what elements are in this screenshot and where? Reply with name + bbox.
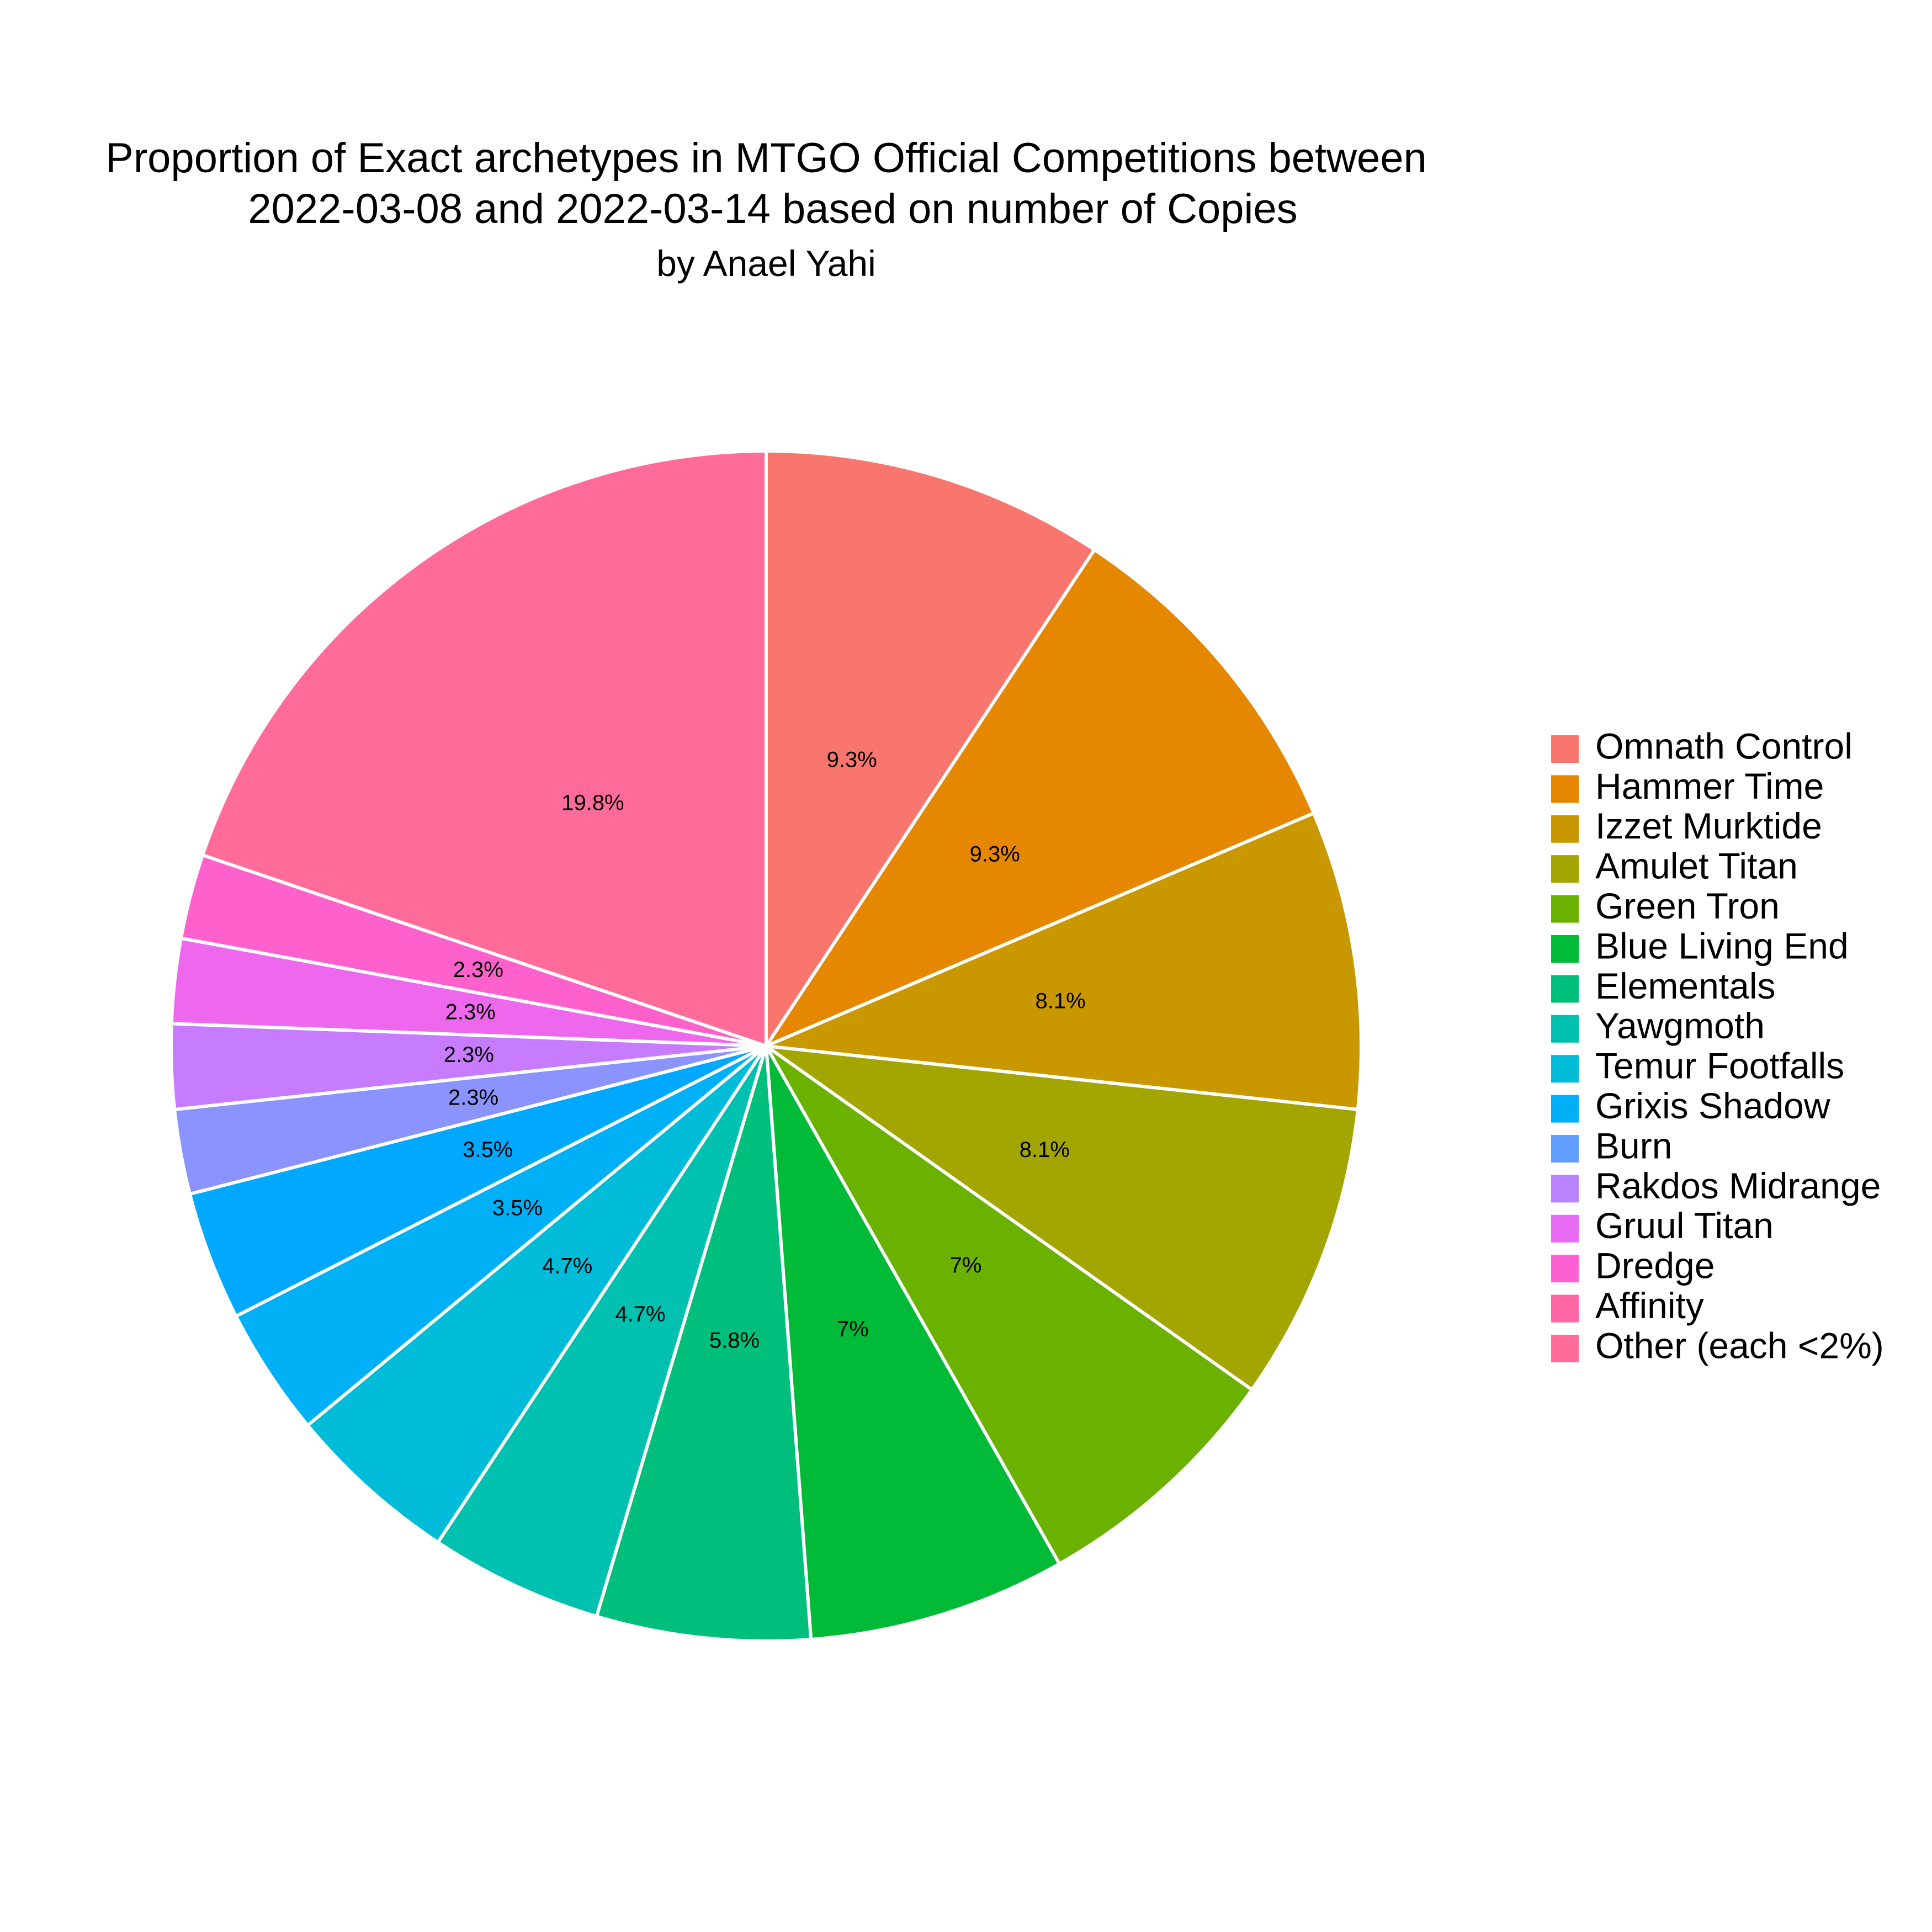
slice-label-blue-living-end: 7%	[837, 1317, 869, 1341]
legend-swatch-gruul-titan	[1551, 1214, 1579, 1243]
legend-label-amulet-titan: Amulet Titan	[1595, 846, 1798, 887]
legend-label-burn: Burn	[1595, 1125, 1672, 1166]
legend-swatch-other-each-2	[1551, 1335, 1579, 1362]
pie-slice-labels: 9.3% 9.3% 8.1% 8.1% 7% 7% 5.8% 4.7% 4.7% 3.5% 3.5%…	[444, 747, 1086, 1352]
pie-slice-green-tron	[765, 1044, 1254, 1566]
legend-swatch-temur-footfalls	[1551, 1055, 1579, 1083]
slice-label-elementals: 5.8%	[709, 1328, 760, 1352]
legend-swatch-omnath-control	[1551, 735, 1579, 763]
slice-label-yawgmoth: 4.7%	[615, 1302, 665, 1326]
legend-swatch-elementals	[1551, 975, 1579, 1003]
legend-label-grixis-shadow: Grixis Shadow	[1595, 1085, 1830, 1126]
slice-label-dredge: 2.3%	[445, 1000, 496, 1024]
pie-slice-grixis-shadow	[234, 1044, 768, 1427]
legend-label-izzet-murktide: Izzet Murktide	[1595, 805, 1822, 846]
pie-slice-hammer-time	[765, 548, 1316, 1048]
slice-label-temur-footfalls: 4.7%	[542, 1254, 592, 1278]
legend-label-affinity: Affinity	[1595, 1285, 1704, 1326]
slice-label-amulet-titan: 8.1%	[1020, 1138, 1070, 1162]
slice-label-burn: 3.5%	[463, 1138, 513, 1162]
legend-label-gruul-titan: Gruul Titan	[1595, 1205, 1774, 1246]
legend-label-temur-footfalls: Temur Footfalls	[1595, 1045, 1844, 1086]
chart-subtitle: by Anael Yahi	[656, 243, 876, 284]
chart-title-line-1: Proportion of Exact archetypes in MTGO O…	[105, 135, 1427, 182]
pie-slice-blue-living-end	[765, 1044, 1061, 1641]
legend-label-yawgmoth: Yawgmoth	[1595, 1005, 1765, 1046]
pie-slice-omnath-control	[765, 449, 1096, 1048]
legend-swatch-grixis-shadow	[1551, 1095, 1579, 1123]
legend-label-blue-living-end: Blue Living End	[1595, 925, 1849, 966]
slice-label-other-each-2: 19.8%	[561, 791, 624, 815]
legend-label-hammer-time: Hammer Time	[1595, 766, 1824, 806]
pie-slice-amulet-titan	[765, 1044, 1360, 1392]
pie-slices	[169, 449, 1363, 1643]
pie-slice-burn	[188, 1044, 768, 1318]
chart-title-line-2: 2022-03-08 and 2022-03-14 based on numbe…	[248, 185, 1297, 232]
legend-swatch-burn	[1551, 1135, 1579, 1163]
slice-label-grixis-shadow: 3.5%	[492, 1196, 543, 1220]
legend-swatch-blue-living-end	[1551, 935, 1579, 963]
legend-swatch-green-tron	[1551, 895, 1579, 923]
pie-slice-izzet-murktide	[765, 811, 1363, 1111]
legend-label-green-tron: Green Tron	[1595, 885, 1780, 926]
legend-swatch-dredge	[1551, 1255, 1579, 1283]
legend-swatch-amulet-titan	[1551, 855, 1579, 883]
legend-swatch-rakdos-midrange	[1551, 1175, 1579, 1203]
legend-label-elementals: Elementals	[1595, 965, 1776, 1006]
legend-label-other-each-2: Other (each <2%)	[1595, 1325, 1884, 1366]
legend-swatch-izzet-murktide	[1551, 815, 1579, 843]
legend-swatch-hammer-time	[1551, 775, 1579, 803]
slice-label-izzet-murktide: 8.1%	[1036, 989, 1086, 1013]
pie-slice-other-each-2	[201, 449, 768, 1048]
slice-label-omnath-control: 9.3%	[827, 747, 877, 772]
legend-label-omnath-control: Omnath Control	[1595, 725, 1853, 766]
slice-label-affinity: 2.3%	[453, 958, 503, 982]
legend-swatch-yawgmoth	[1551, 1015, 1579, 1043]
slice-label-green-tron: 7%	[950, 1253, 982, 1277]
pie-slice-elementals	[595, 1044, 813, 1643]
legend-swatch-affinity	[1551, 1294, 1579, 1323]
pie-slice-temur-footfalls	[306, 1044, 768, 1544]
legend-label-dredge: Dredge	[1595, 1245, 1715, 1286]
slice-label-gruul-titan: 2.3%	[444, 1043, 494, 1067]
pie-slice-yawgmoth	[436, 1044, 768, 1618]
slice-label-rakdos-midrange: 2.3%	[448, 1086, 498, 1110]
slice-label-hammer-time: 9.3%	[970, 842, 1020, 867]
legend-label-rakdos-midrange: Rakdos Midrange	[1595, 1165, 1881, 1206]
